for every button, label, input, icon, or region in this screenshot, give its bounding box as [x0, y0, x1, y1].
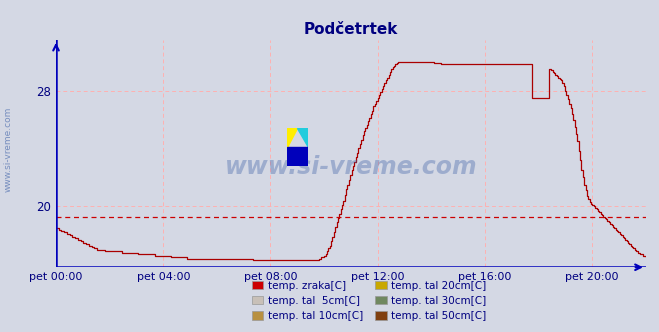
Text: www.si-vreme.com: www.si-vreme.com: [4, 107, 13, 192]
Title: Podčetrtek: Podčetrtek: [304, 22, 398, 37]
Polygon shape: [297, 128, 308, 147]
Polygon shape: [287, 128, 297, 147]
Legend: temp. zraka[C], temp. tal  5cm[C], temp. tal 10cm[C], temp. tal 20cm[C], temp. t: temp. zraka[C], temp. tal 5cm[C], temp. …: [248, 276, 490, 325]
Polygon shape: [287, 147, 308, 166]
Text: www.si-vreme.com: www.si-vreme.com: [225, 155, 477, 179]
